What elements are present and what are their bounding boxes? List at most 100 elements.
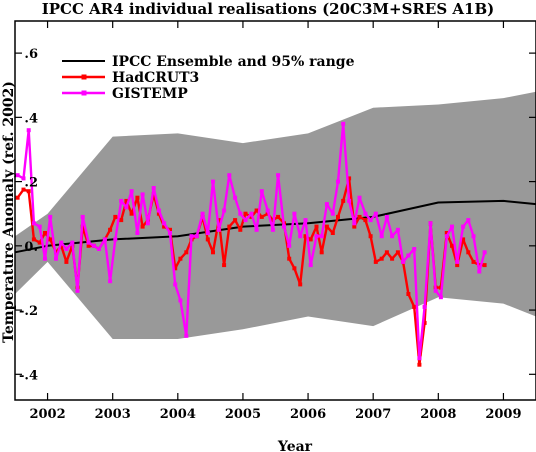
data-point-gistemp [80, 214, 85, 219]
ensemble-range-band-layer [15, 91, 536, 339]
data-point-gistemp [86, 240, 91, 245]
data-point-hadcrut3 [298, 282, 303, 287]
data-point-hadcrut3 [373, 259, 378, 264]
data-point-gistemp [189, 234, 194, 239]
data-point-gistemp [384, 214, 389, 219]
data-point-hadcrut3 [238, 227, 243, 232]
data-point-gistemp [401, 259, 406, 264]
data-point-gistemp [347, 198, 352, 203]
data-point-gistemp [298, 234, 303, 239]
data-point-gistemp [31, 221, 36, 226]
data-point-gistemp [26, 128, 31, 133]
y-tick-label: .4 [24, 111, 38, 126]
data-point-hadcrut3 [330, 231, 335, 235]
data-point-hadcrut3 [455, 263, 460, 268]
x-tick-label: 2005 [225, 407, 261, 422]
data-point-gistemp [102, 237, 107, 242]
data-point-gistemp [54, 256, 58, 261]
data-point-hadcrut3 [178, 256, 183, 261]
data-point-gistemp [438, 295, 443, 300]
data-point-gistemp [156, 208, 161, 213]
data-point-hadcrut3 [390, 256, 395, 261]
data-point-gistemp [292, 211, 297, 216]
data-point-hadcrut3 [422, 320, 427, 325]
data-point-hadcrut3 [276, 214, 281, 219]
data-point-gistemp [162, 221, 167, 226]
data-point-gistemp [265, 208, 270, 213]
data-point-gistemp [211, 179, 215, 184]
data-point-gistemp [145, 221, 150, 226]
legend-label-ensemble: IPCC Ensemble and 95% range [112, 54, 355, 70]
data-point-gistemp [21, 176, 26, 181]
data-point-hadcrut3 [124, 198, 129, 203]
data-point-hadcrut3 [471, 259, 476, 264]
data-point-gistemp [233, 195, 238, 200]
data-point-hadcrut3 [379, 256, 384, 261]
data-point-gistemp [151, 186, 156, 190]
y-tick-label: -.2 [19, 304, 38, 319]
data-point-hadcrut3 [48, 237, 53, 242]
data-point-hadcrut3 [287, 256, 292, 261]
data-point-hadcrut3 [211, 250, 215, 255]
data-point-gistemp [352, 221, 357, 226]
data-point-gistemp [140, 192, 145, 197]
data-point-hadcrut3 [450, 243, 454, 248]
data-point-hadcrut3 [336, 214, 340, 219]
data-point-gistemp [200, 211, 205, 216]
series-layer [14, 121, 536, 367]
data-point-gistemp [363, 211, 368, 216]
data-point-gistemp [455, 259, 460, 264]
data-point-hadcrut3 [292, 266, 297, 271]
y-axis-label: Temperature Anomaly (ref. 2002) [1, 81, 17, 343]
data-point-gistemp [282, 224, 286, 229]
data-point-gistemp [113, 237, 118, 242]
data-point-gistemp [368, 218, 373, 223]
data-point-gistemp [314, 234, 319, 239]
data-point-hadcrut3 [140, 224, 145, 229]
data-point-hadcrut3 [324, 224, 329, 229]
data-point-hadcrut3 [417, 362, 422, 367]
data-point-hadcrut3 [129, 211, 134, 216]
data-point-gistemp [373, 211, 378, 216]
data-point-gistemp [461, 224, 466, 229]
data-point-hadcrut3 [347, 176, 352, 181]
data-point-gistemp [205, 231, 210, 235]
data-point-gistemp [194, 234, 199, 239]
data-point-gistemp [395, 227, 400, 232]
data-point-gistemp [249, 211, 254, 216]
data-point-gistemp [129, 189, 134, 194]
data-point-gistemp [379, 234, 384, 239]
data-point-hadcrut3 [303, 234, 308, 239]
data-point-hadcrut3 [412, 304, 417, 309]
data-point-gistemp [135, 231, 140, 235]
data-point-gistemp [450, 224, 454, 229]
data-point-hadcrut3 [254, 208, 259, 213]
data-point-hadcrut3 [108, 227, 113, 232]
data-point-hadcrut3 [113, 214, 118, 219]
data-point-gistemp [466, 218, 471, 223]
data-point-gistemp [37, 224, 42, 229]
data-point-hadcrut3 [357, 214, 362, 219]
x-tick-label: 2009 [485, 407, 521, 422]
data-point-gistemp [482, 250, 487, 255]
data-point-gistemp [124, 205, 129, 210]
data-point-hadcrut3 [222, 263, 227, 268]
data-point-gistemp [390, 234, 395, 239]
data-point-hadcrut3 [21, 187, 26, 192]
data-point-hadcrut3 [363, 218, 368, 223]
data-point-hadcrut3 [466, 250, 471, 255]
data-point-gistemp [287, 243, 292, 248]
data-point-hadcrut3 [205, 237, 210, 242]
data-point-hadcrut3 [43, 231, 47, 235]
data-point-gistemp [64, 247, 69, 251]
chart-title: IPCC AR4 individual realisations (20C3M+… [42, 0, 494, 18]
data-point-gistemp [178, 298, 183, 303]
data-point-hadcrut3 [461, 237, 466, 242]
data-point-gistemp [428, 221, 433, 226]
data-point-gistemp [433, 288, 438, 293]
y-tick-label: -.4 [19, 368, 38, 383]
data-point-gistemp [336, 179, 340, 184]
data-point-gistemp [341, 121, 346, 126]
data-point-gistemp [119, 198, 124, 203]
